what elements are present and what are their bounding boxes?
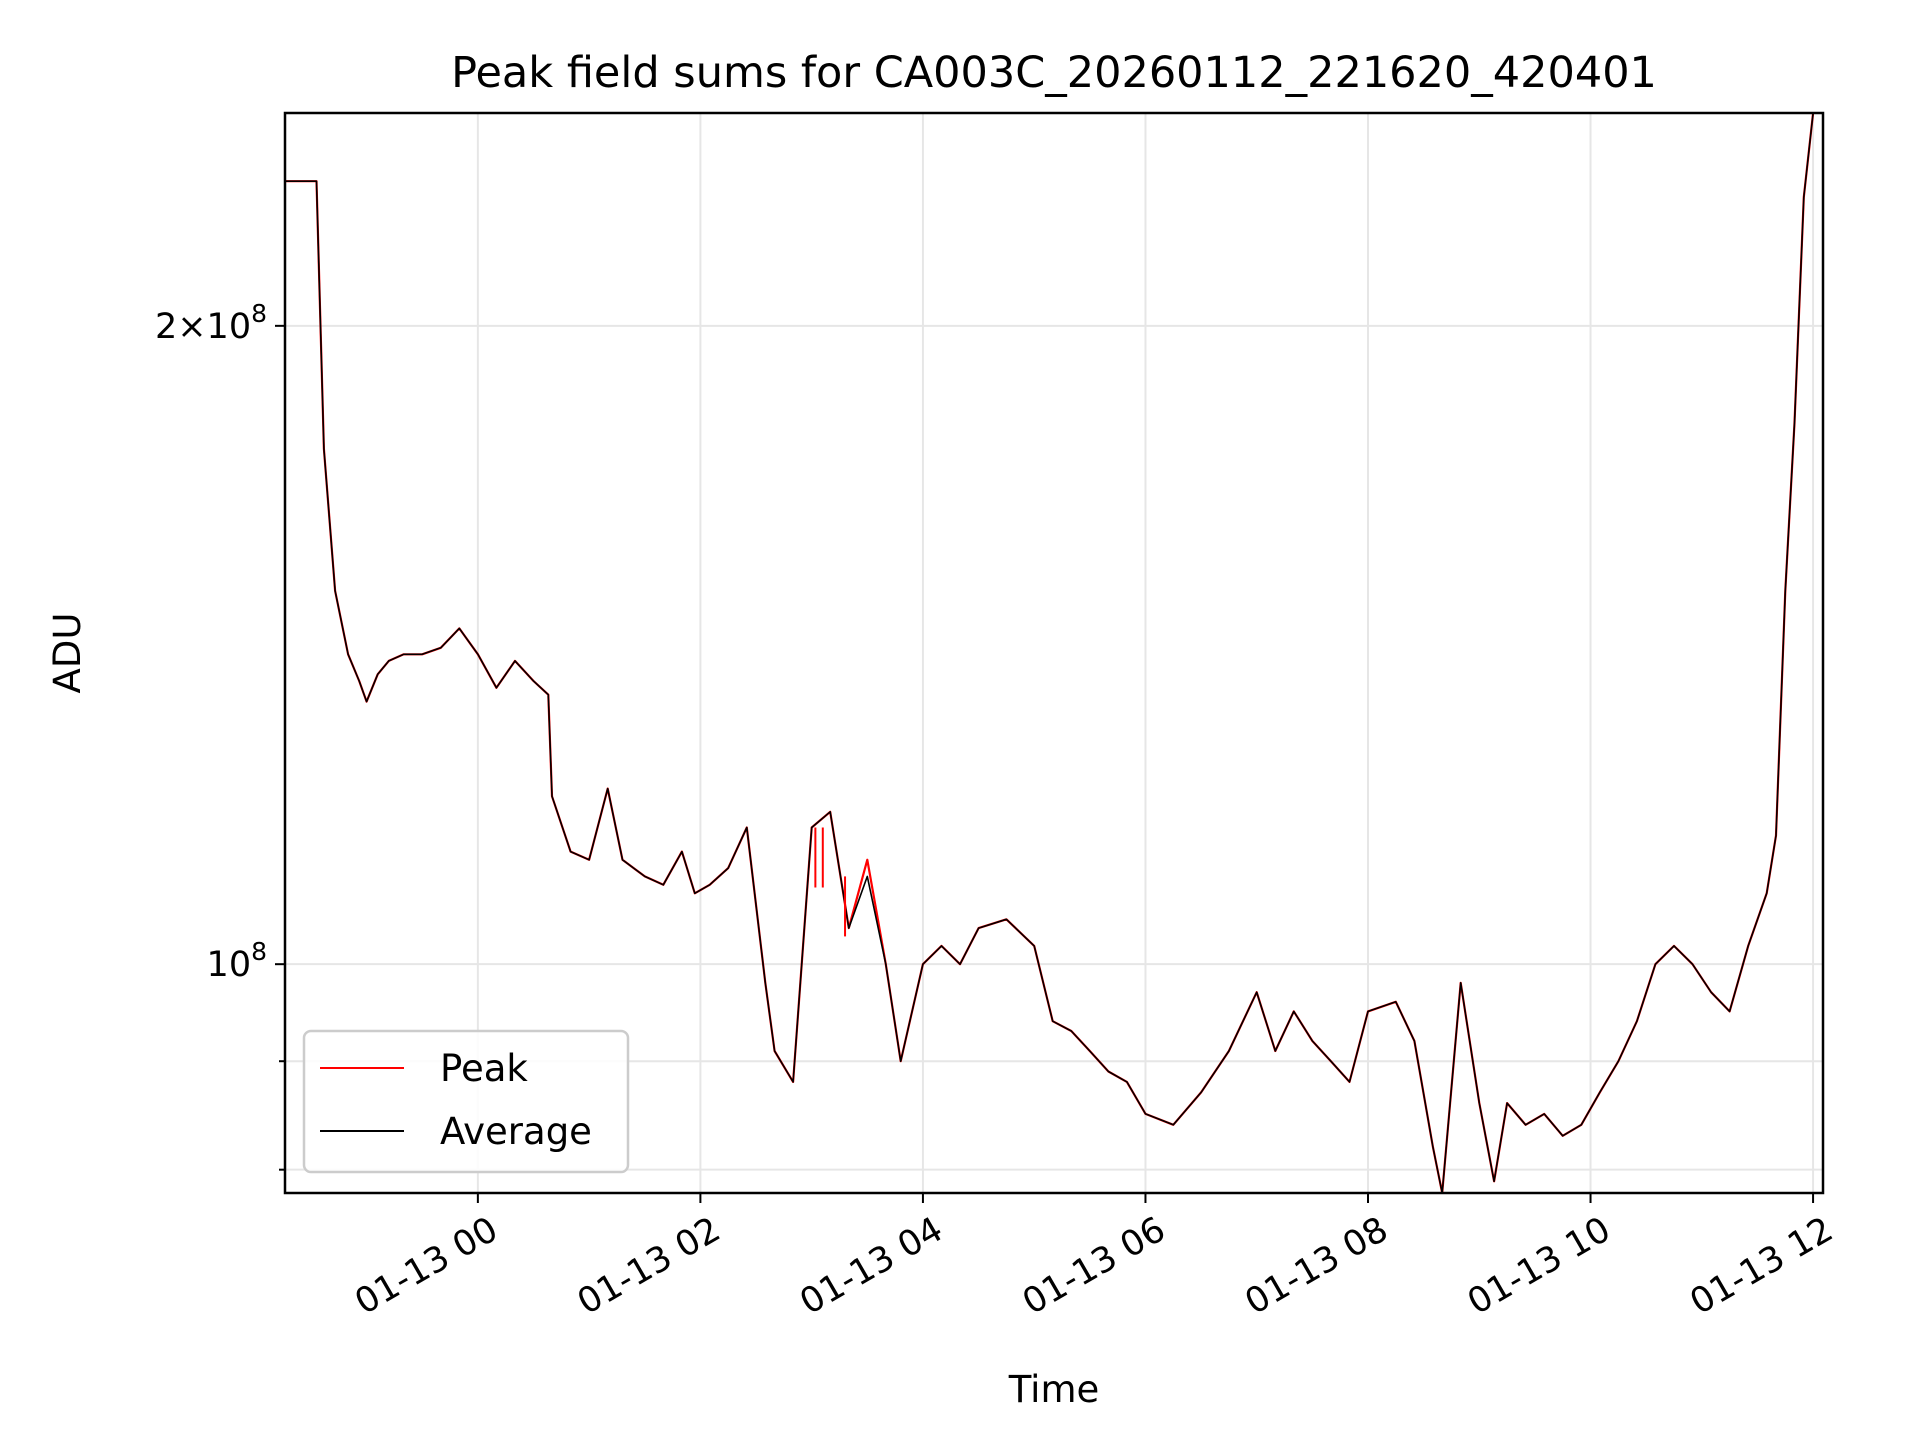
- x-tick-label: 01-13 04: [794, 1210, 950, 1323]
- plot-frame: [283, 111, 1825, 1195]
- x-tick-label: 01-13 06: [1016, 1210, 1172, 1323]
- legend-label-peak: Peak: [440, 1047, 528, 1090]
- x-axis-label: Time: [1008, 1368, 1100, 1411]
- x-axis: 01-13 00 01-13 02 01-13 04 01-13 06 01-13 08…: [348, 1193, 1840, 1323]
- y-axis-label: ADU: [46, 613, 89, 694]
- x-tick-label: 01-13 10: [1461, 1210, 1617, 1323]
- series-line-average: [285, 113, 1814, 1193]
- y-axis: 108 2×108: [155, 299, 285, 1171]
- y-tick-label: 2×108: [155, 299, 267, 347]
- series-layer: [285, 113, 1815, 1193]
- legend-box: [302, 1029, 630, 1174]
- x-tick-label: 01-13 12: [1684, 1210, 1840, 1323]
- x-tick-label: 01-13 02: [571, 1210, 727, 1323]
- legend: Peak Average: [302, 1029, 630, 1174]
- y-tick-label: 108: [207, 937, 267, 985]
- chart-title: Peak field sums for CA003C_20260112_2216…: [451, 48, 1657, 98]
- x-tick-label: 01-13 00: [348, 1210, 504, 1323]
- x-tick-label: 01-13 08: [1239, 1210, 1395, 1323]
- legend-label-average: Average: [440, 1110, 592, 1153]
